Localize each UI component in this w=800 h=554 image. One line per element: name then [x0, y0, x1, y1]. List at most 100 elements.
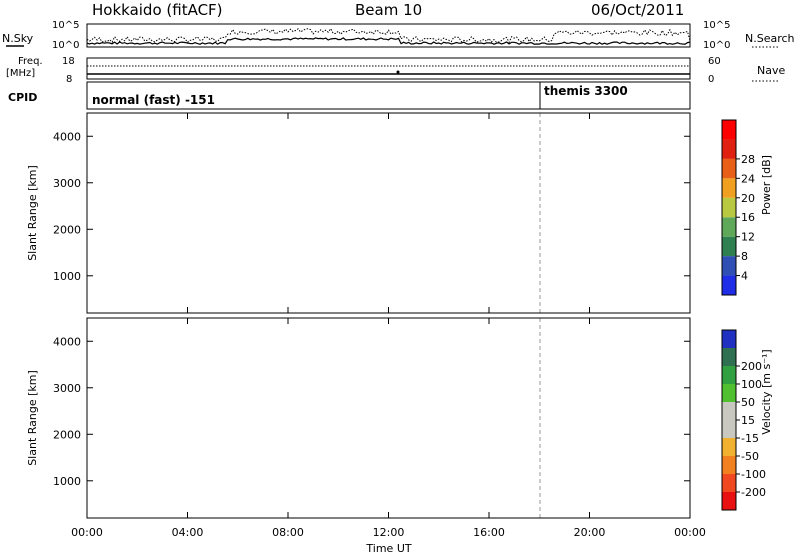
- velocity-colorbar-cell-0: [722, 492, 736, 510]
- nsearch-series: [86, 27, 691, 44]
- velocity-panel: 1000 2000 3000 4000 Slant Range [km] -200 -1…: [26, 317, 773, 519]
- velocity-region-3: [237, 434, 301, 463]
- cpid-mode-2: themis 3300: [544, 84, 628, 98]
- freq-tick-bottom: 8: [66, 74, 72, 85]
- freq-panel: Freq. [MHz] 18 8 60 0 Nave: [6, 56, 785, 85]
- power-colorbar-cell-5: [722, 178, 736, 198]
- power-y-ticks: 1000 2000 3000 4000: [53, 130, 690, 283]
- velocity-y-label: Slant Range [km]: [26, 370, 39, 466]
- power-colorbar-cell-6: [722, 158, 736, 179]
- velocity-y-tick-1000: 1000: [53, 475, 81, 488]
- power-y-tick-4000: 4000: [53, 130, 81, 143]
- x-tick-3: 12:00: [373, 526, 405, 539]
- power-panel: 1000 2000 3000 4000 Slant Range [km] 4 8 12 16…: [26, 112, 773, 314]
- x-tick-4: 16:00: [473, 526, 505, 539]
- velocity-colorbar-cell-9: [722, 330, 736, 348]
- velocity-heatmap: [87, 378, 690, 495]
- power-region-1: [187, 261, 339, 281]
- date-label: 06/Oct/2011: [591, 1, 684, 19]
- nave-tick-top: 60: [708, 56, 721, 67]
- power-region-2: [338, 215, 402, 253]
- velocity-region-0: [87, 457, 389, 495]
- velocity-region-1: [401, 434, 527, 481]
- power-colorbar-cell-8: [722, 120, 736, 140]
- freq-unit-label: [MHz]: [6, 68, 35, 79]
- power-region-6: [564, 159, 690, 230]
- velocity-colorbar-tick-3: -15: [741, 432, 759, 445]
- power-colorbar-tick-2: 12: [741, 231, 755, 244]
- velocity-region-2: [539, 378, 690, 458]
- nave-tick-bottom: 0: [708, 74, 714, 85]
- cpid-panel: CPID normal (fast) -151 themis 3300: [8, 81, 691, 110]
- power-region-5: [551, 229, 690, 276]
- nsky-label: N.Sky: [2, 32, 34, 45]
- power-colorbar-cell-7: [722, 139, 736, 159]
- freq-tick-top: 18: [62, 56, 75, 67]
- power-colorbar-cell-4: [722, 197, 736, 218]
- x-axis-label: Time UT: [365, 542, 411, 554]
- power-colorbar-tick-4: 20: [741, 192, 755, 205]
- x-tick-0: 00:00: [71, 526, 103, 539]
- power-region-0: [87, 252, 188, 290]
- power-colorbar-cell-0: [722, 275, 736, 295]
- velocity-y-tick-4000: 4000: [53, 335, 81, 348]
- velocity-colorbar-tick-5: 50: [741, 396, 755, 409]
- x-tick-1: 04:00: [172, 526, 204, 539]
- velocity-colorbar-tick-2: -50: [741, 450, 759, 463]
- velocity-y-ticks: 1000 2000 3000 4000: [53, 335, 690, 488]
- nsky-tick-bottom-left: 10^0: [52, 40, 79, 51]
- velocity-colorbar-cell-7: [722, 366, 736, 384]
- velocity-colorbar-tick-1: -100: [741, 468, 766, 481]
- beam-label: Beam 10: [355, 1, 422, 19]
- velocity-y-tick-3000: 3000: [53, 382, 81, 395]
- velocity-colorbar-tick-4: 15: [741, 414, 755, 427]
- nsky-tick-top-left: 10^5: [52, 20, 79, 31]
- velocity-y-tick-2000: 2000: [53, 428, 81, 441]
- velocity-colorbar-cell-5: [722, 402, 736, 420]
- power-colorbar-tick-1: 8: [741, 250, 748, 263]
- velocity-colorbar-cell-2: [722, 456, 736, 474]
- power-colorbar-tick-5: 24: [741, 172, 755, 185]
- velocity-colorbar-cell-6: [722, 384, 736, 402]
- power-colorbar-tick-0: 4: [741, 270, 748, 283]
- power-colorbar-cell-2: [722, 236, 736, 257]
- power-region-4: [476, 252, 527, 272]
- power-region-7: [237, 154, 288, 230]
- x-tick-5: 20:00: [574, 526, 606, 539]
- nsky-panel: N.Sky 10^5 10^0 10^5 10^0 N.Search: [2, 20, 795, 51]
- power-colorbar-tick-6: 28: [741, 153, 755, 166]
- nsky-series: [86, 37, 691, 45]
- power-colorbar: 4 8 12 16 20 24 28: [721, 119, 755, 296]
- velocity-colorbar-cell-3: [722, 438, 736, 456]
- nsky-tick-bottom-right: 10^0: [703, 40, 730, 51]
- x-tick-6: 00:00: [674, 526, 706, 539]
- power-region-3: [401, 219, 489, 272]
- power-colorbar-label: Power [dB]: [760, 155, 773, 215]
- velocity-colorbar-cell-8: [722, 348, 736, 366]
- power-y-tick-2000: 2000: [53, 223, 81, 236]
- power-y-tick-3000: 3000: [53, 177, 81, 190]
- velocity-colorbar-label: Velocity [m s⁻¹]: [760, 349, 773, 434]
- freq-label: Freq.: [18, 56, 43, 67]
- power-colorbar-cell-3: [722, 217, 736, 237]
- power-colorbar-tick-3: 16: [741, 211, 755, 224]
- power-y-tick-1000: 1000: [53, 270, 81, 283]
- velocity-colorbar-tick-6: 100: [741, 378, 762, 391]
- radar-title: Hokkaido (fitACF): [92, 1, 223, 19]
- power-colorbar-cell-1: [722, 256, 736, 276]
- cpid-mode-1: normal (fast) -151: [92, 93, 215, 107]
- velocity-colorbar-cell-4: [722, 420, 736, 438]
- cpid-label: CPID: [8, 91, 37, 104]
- velocity-colorbar: -200 -100 -50 -15 15 50 100 200: [721, 329, 766, 511]
- velocity-colorbar-cell-1: [722, 474, 736, 492]
- x-axis-ticks: 00:00 04:00 08:00 12:00 16:00 20:00 00:00: [71, 113, 706, 539]
- velocity-colorbar-tick-7: 200: [741, 360, 762, 373]
- x-tick-2: 08:00: [272, 526, 304, 539]
- power-heatmap: [87, 154, 690, 290]
- velocity-colorbar-tick-0: -200: [741, 486, 766, 499]
- nsky-tick-top-right: 10^5: [703, 20, 730, 31]
- power-y-label: Slant Range [km]: [26, 165, 39, 261]
- nave-label: Nave: [757, 64, 785, 77]
- nsearch-label: N.Search: [745, 32, 795, 45]
